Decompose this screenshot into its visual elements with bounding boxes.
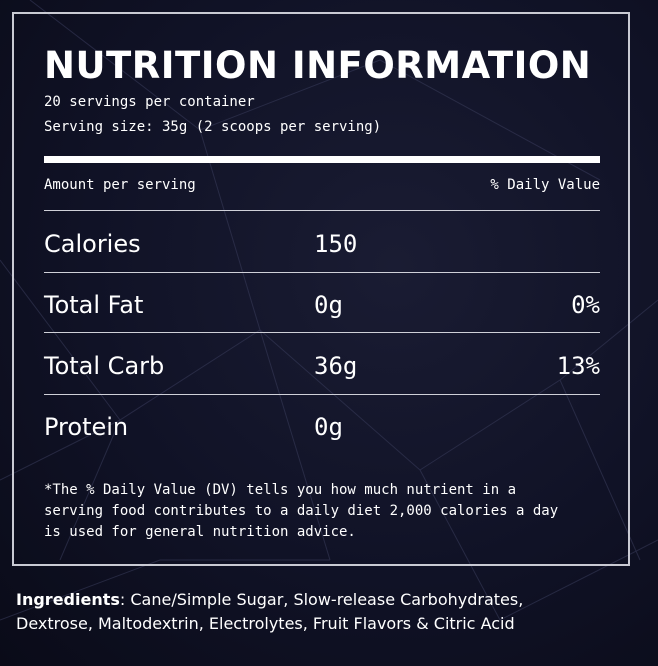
- footnote-line: is used for general nutrition advice.: [44, 524, 356, 540]
- divider: [44, 394, 600, 395]
- nutrient-amount: 0g: [314, 291, 343, 319]
- nutrient-row-total-fat: Total Fat 0g 0%: [44, 275, 600, 335]
- nutrient-amount: 0g: [314, 413, 343, 441]
- ingredients-line-1: Ingredients: Cane/Simple Sugar, Slow-rel…: [16, 588, 646, 612]
- thick-divider: [44, 156, 600, 163]
- ingredients-line-2: Dextrose, Maltodextrin, Electrolytes, Fr…: [16, 614, 515, 633]
- nutrient-row-total-carb: Total Carb 36g 13%: [44, 336, 600, 396]
- panel-title: NUTRITION INFORMATION: [44, 44, 592, 87]
- nutrition-panel: NUTRITION INFORMATION 20 servings per co…: [12, 12, 630, 566]
- ingredients-label: Ingredients: [16, 590, 120, 609]
- ingredients-text: : Cane/Simple Sugar, Slow-release Carboh…: [119, 590, 524, 609]
- amount-per-serving-label: Amount per serving: [44, 177, 196, 193]
- divider: [44, 210, 600, 211]
- nutrient-name: Calories: [44, 230, 141, 258]
- nutrient-amount: 36g: [314, 352, 358, 380]
- nutrient-name: Total Fat: [44, 291, 144, 319]
- footnote-line: *The % Daily Value (DV) tells you how mu…: [44, 482, 517, 498]
- serving-size: Serving size: 35g (2 scoops per serving): [44, 119, 382, 135]
- servings-per-container: 20 servings per container: [44, 94, 255, 110]
- daily-value-label: % Daily Value: [490, 177, 600, 193]
- nutrient-name: Total Carb: [44, 352, 165, 380]
- divider: [44, 332, 600, 333]
- nutrient-row-calories: Calories 150: [44, 214, 600, 274]
- nutrient-amount: 150: [314, 230, 358, 258]
- nutrient-row-protein: Protein 0g: [44, 397, 600, 457]
- ingredients-list: Ingredients: Cane/Simple Sugar, Slow-rel…: [16, 588, 646, 636]
- nutrient-daily-value: 13%: [556, 352, 600, 380]
- divider: [44, 272, 600, 273]
- footnote-line: serving food contributes to a daily diet…: [44, 503, 559, 519]
- daily-value-footnote: *The % Daily Value (DV) tells you how mu…: [44, 480, 610, 543]
- nutrient-daily-value: 0%: [571, 291, 600, 319]
- nutrient-name: Protein: [44, 413, 129, 441]
